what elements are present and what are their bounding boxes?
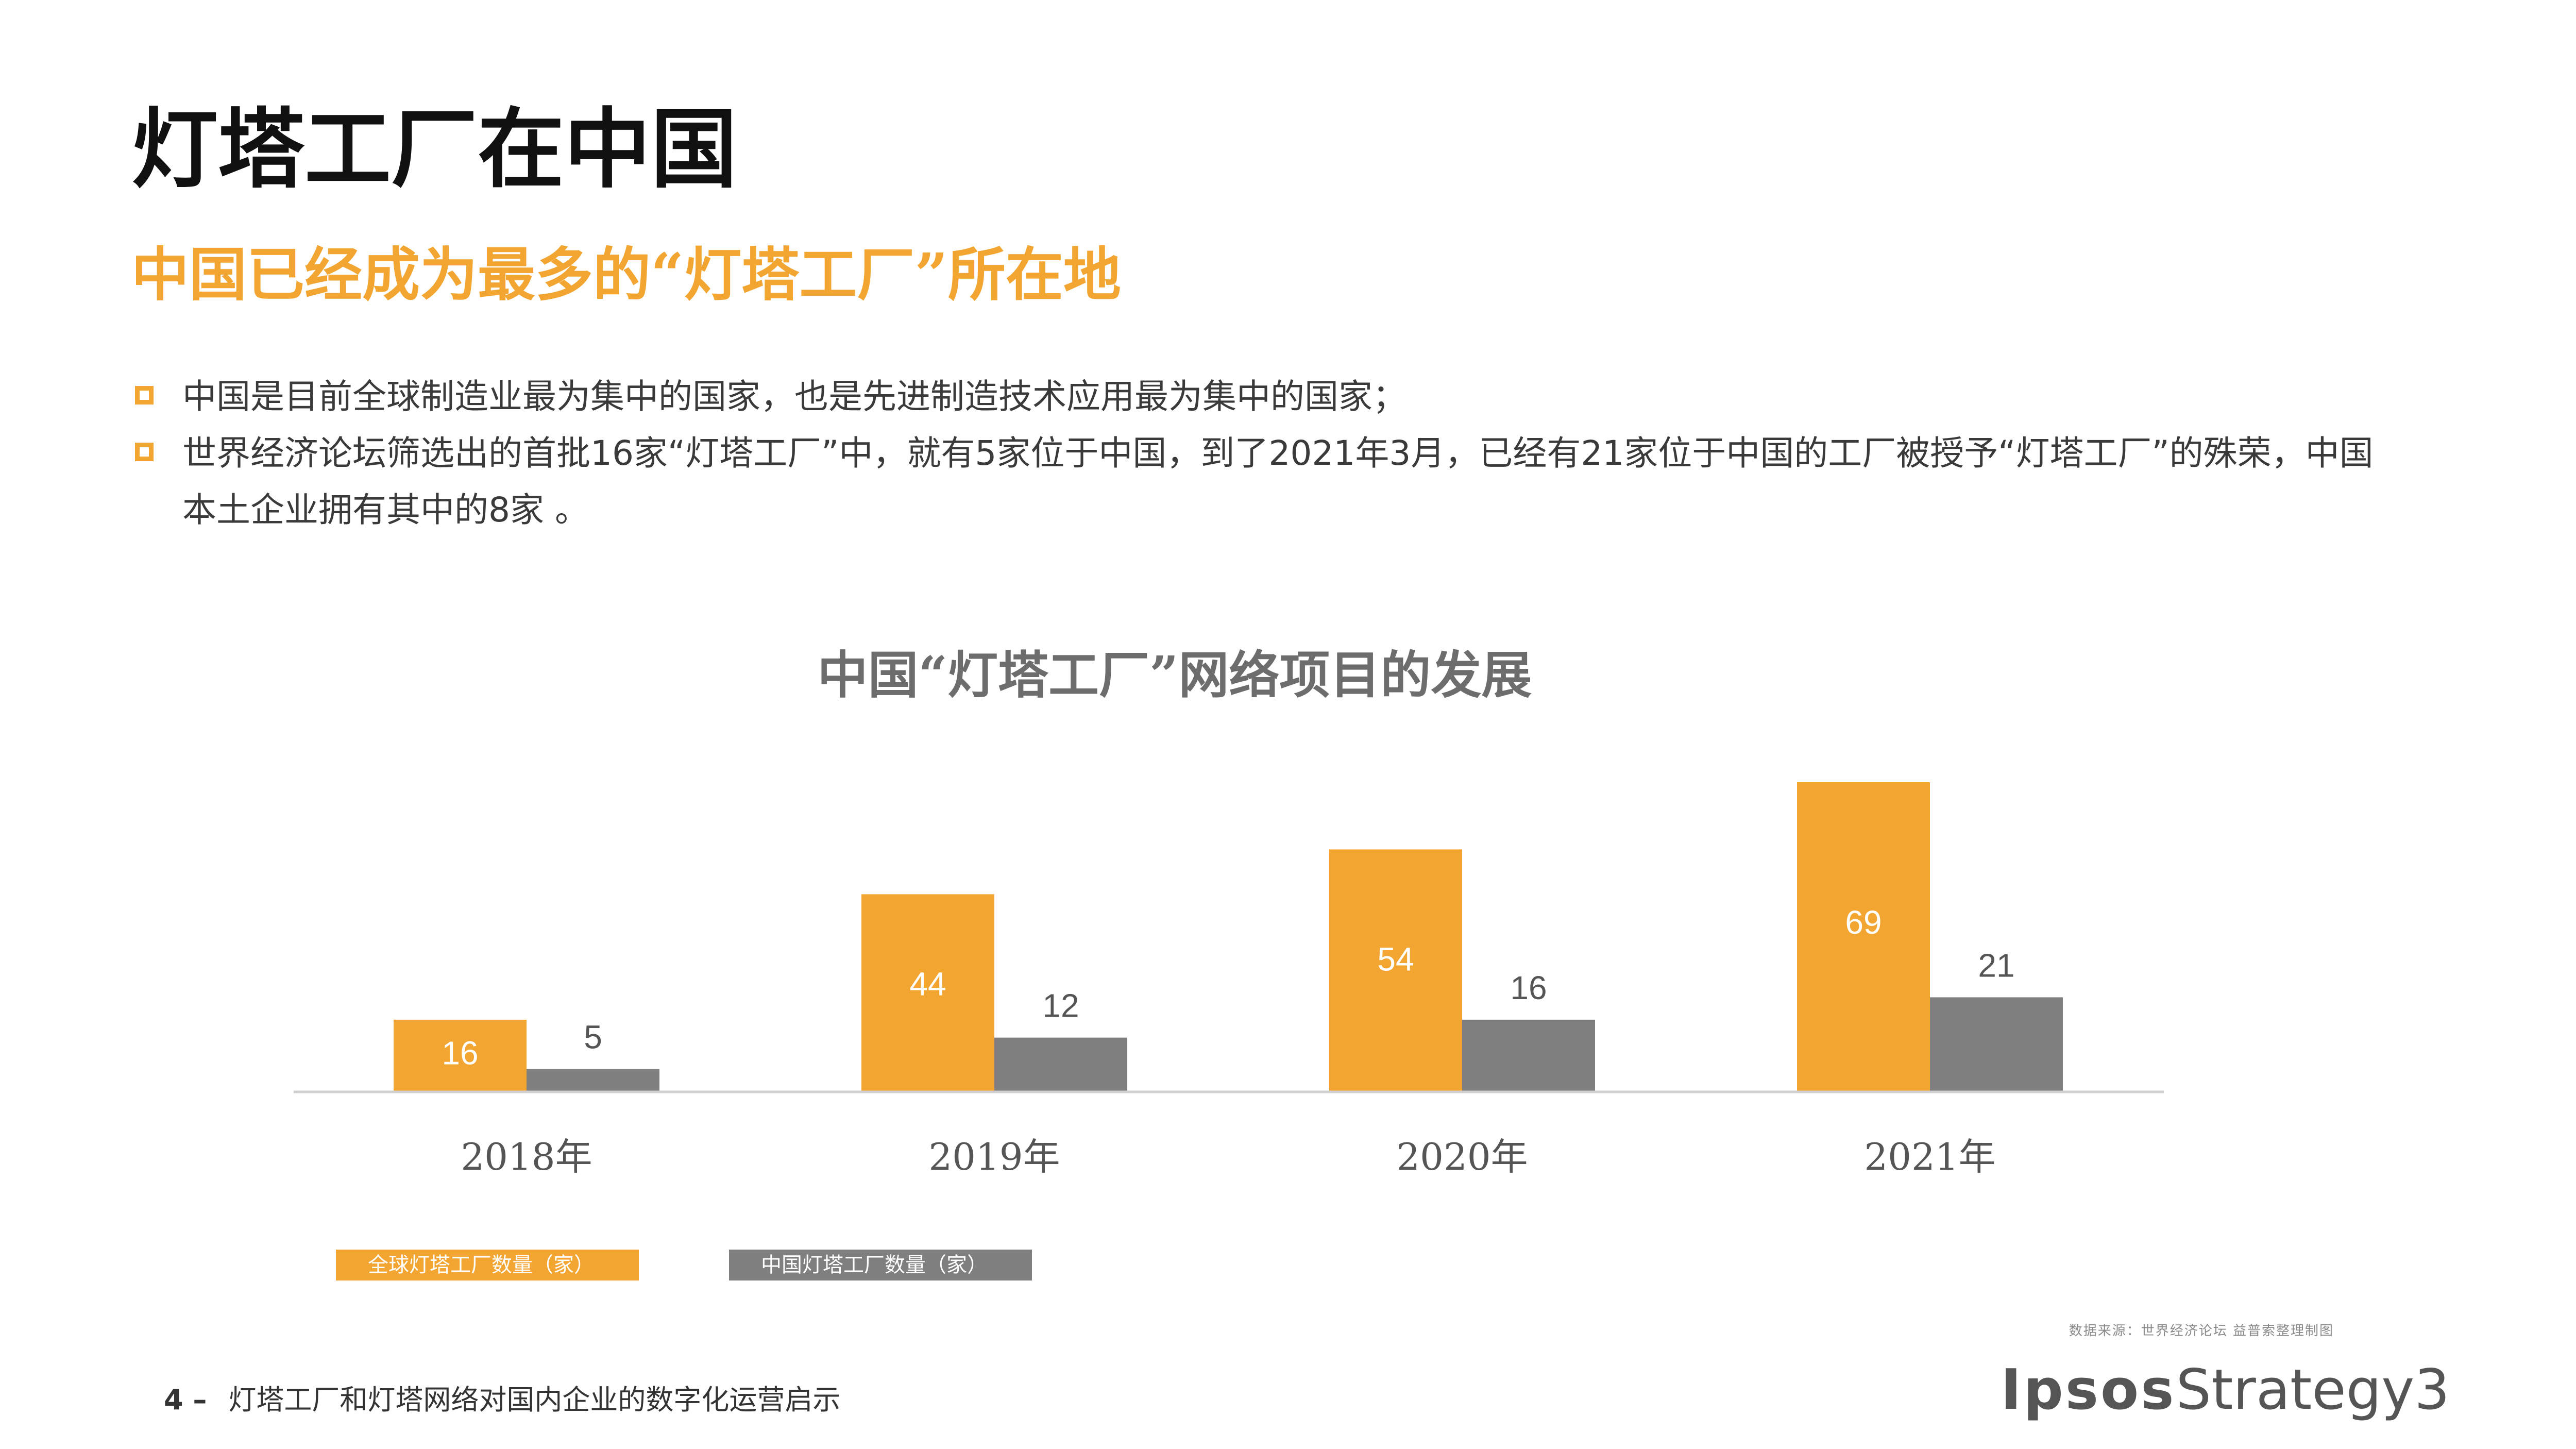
bullet-text: 世界经济论坛筛选出的首批16家“灯塔工厂”中，就有5家位于中国，到了2021年3… <box>182 433 2374 530</box>
x-tick-label: 2021年 <box>1864 1135 1995 1178</box>
ipsos-strategy3-logo: IpsosStrategy3 <box>2001 1358 2450 1422</box>
square-bullet-icon <box>135 386 154 405</box>
bullet-text: 中国是目前全球制造业最为集中的国家，也是先进制造技术应用最为集中的国家； <box>182 377 1406 416</box>
bar-global <box>1797 782 1930 1091</box>
legend-item-global: 全球灯塔工厂数量（家） <box>336 1250 639 1280</box>
bar-global <box>1329 849 1462 1091</box>
x-tick-label: 2018年 <box>461 1135 592 1178</box>
data-label: 69 <box>1845 904 1882 941</box>
bar-global <box>394 1019 527 1091</box>
bullet-item: 中国是目前全球制造业最为集中的国家，也是先进制造技术应用最为集中的国家； <box>135 368 2402 425</box>
document-title: 灯塔工厂和灯塔网络对国内企业的数字化运营启示 <box>228 1384 841 1416</box>
source-note: 数据来源：世界经济论坛 益普索整理制图 <box>2069 1323 2334 1339</box>
data-label: 21 <box>1978 947 2014 984</box>
bar-china <box>994 1037 1127 1091</box>
data-label: 54 <box>1377 941 1414 978</box>
bar-china <box>1462 1019 1595 1091</box>
x-tick-label: 2019年 <box>928 1135 1060 1178</box>
logo-text-light: Strategy3 <box>2176 1358 2450 1422</box>
data-label: 16 <box>1510 969 1547 1006</box>
footer: 4 – 灯塔工厂和灯塔网络对国内企业的数字化运营启示 <box>164 1377 840 1418</box>
square-bullet-icon <box>135 443 154 461</box>
data-label: 44 <box>909 966 946 1003</box>
x-tick-label: 2020年 <box>1396 1135 1528 1178</box>
bar-china <box>1930 997 2063 1091</box>
bullet-item: 世界经济论坛筛选出的首批16家“灯塔工厂”中，就有5家位于中国，到了2021年3… <box>135 425 2402 538</box>
data-label: 12 <box>1042 987 1079 1024</box>
legend-item-china: 中国灯塔工厂数量（家） <box>729 1250 1032 1280</box>
page-subtitle: 中国已经成为最多的“灯塔工厂”所在地 <box>131 241 1121 309</box>
bar-china <box>527 1069 659 1091</box>
data-label: 16 <box>442 1034 478 1071</box>
data-label: 5 <box>584 1019 602 1056</box>
chart-title: 中国“灯塔工厂”网络项目的发展 <box>817 646 1532 705</box>
page-title: 灯塔工厂在中国 <box>131 98 737 200</box>
logo-text-bold: Ipsos <box>2001 1358 2176 1422</box>
bar-global <box>861 894 994 1091</box>
page-number: 4 – <box>164 1384 207 1416</box>
